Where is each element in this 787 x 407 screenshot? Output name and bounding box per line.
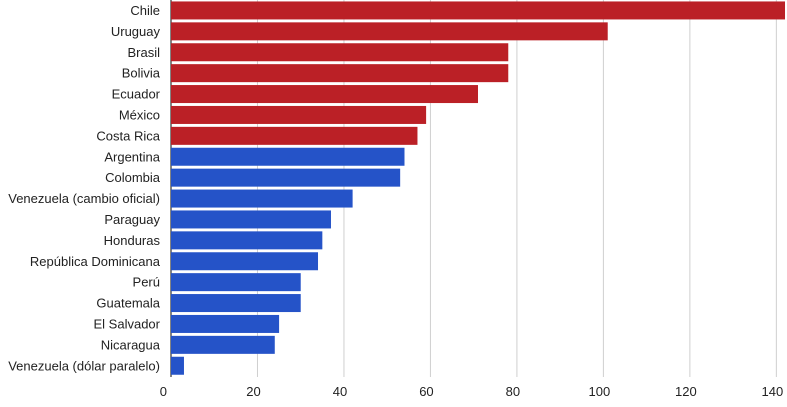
x-tick-label: 80 — [506, 384, 520, 399]
x-tick-label: 100 — [589, 384, 611, 399]
bar-15 — [171, 314, 280, 333]
x-tick-label: 20 — [246, 384, 260, 399]
category-label: Argentina — [104, 149, 160, 164]
bar-16 — [171, 335, 275, 354]
gridlines — [170, 0, 777, 377]
bar-17 — [171, 356, 184, 375]
category-labels: Chile Uruguay Brasil Bolivia Ecuador México Co… — [8, 3, 161, 373]
bar-10 — [171, 210, 331, 229]
category-label: Colombia — [105, 170, 161, 185]
category-label: Honduras — [104, 233, 161, 248]
category-label: Uruguay — [111, 24, 161, 39]
bar-3 — [171, 64, 509, 83]
bars — [171, 1, 785, 375]
category-label: Ecuador — [112, 87, 161, 102]
bar-12 — [171, 252, 319, 271]
bar-0 — [171, 1, 785, 20]
bar-5 — [171, 105, 427, 124]
category-label: Venezuela (dólar paralelo) — [8, 358, 160, 373]
x-tick-label: 60 — [419, 384, 433, 399]
bar-8 — [171, 168, 401, 187]
bar-6 — [171, 126, 418, 145]
bar-1 — [171, 22, 608, 41]
category-label: Bolivia — [122, 66, 161, 81]
bar-4 — [171, 85, 478, 104]
bar-2 — [171, 43, 509, 62]
category-label: El Salvador — [94, 316, 161, 331]
bar-9 — [171, 189, 353, 208]
x-axis-tick-labels: 0 20 40 60 80 100 120 140 — [160, 384, 783, 399]
bar-14 — [171, 294, 301, 313]
bar-13 — [171, 273, 301, 292]
category-label: Costa Rica — [96, 128, 160, 143]
x-tick-label: 120 — [675, 384, 697, 399]
category-label: México — [119, 107, 160, 122]
bar-11 — [171, 231, 323, 250]
category-label: Nicaragua — [101, 337, 161, 352]
category-label: Guatemala — [96, 296, 160, 311]
category-label: Perú — [133, 275, 160, 290]
category-label: Venezuela (cambio oficial) — [8, 191, 160, 206]
bar-7 — [171, 147, 405, 166]
category-label: Brasil — [127, 45, 160, 60]
category-label: República Dominicana — [30, 254, 161, 269]
category-label: Paraguay — [104, 212, 160, 227]
x-tick-label: 140 — [762, 384, 784, 399]
x-tick-label: 40 — [333, 384, 347, 399]
x-tick-label: 0 — [160, 384, 167, 399]
category-label: Chile — [130, 3, 160, 18]
